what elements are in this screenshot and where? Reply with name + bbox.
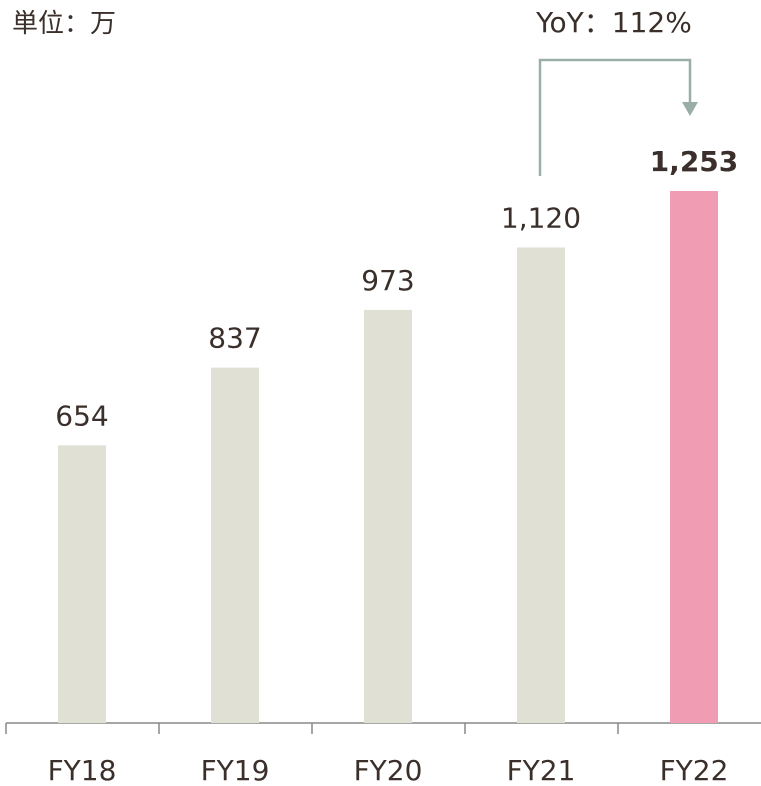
x-tick-label: FY18 xyxy=(48,754,117,786)
x-tick-label: FY21 xyxy=(507,754,576,786)
x-tick-label: FY20 xyxy=(354,754,423,786)
value-label: 837 xyxy=(208,322,261,355)
value-label: 1,120 xyxy=(501,201,581,234)
bar xyxy=(58,445,106,723)
value-label: 654 xyxy=(55,399,108,432)
yoy-arrowhead xyxy=(682,102,698,116)
value-label: 973 xyxy=(361,264,414,297)
annotation: YoY：112% xyxy=(535,6,692,39)
bar xyxy=(211,367,259,723)
unit-label: 単位：万 xyxy=(12,9,116,39)
x-tick-label: FY22 xyxy=(660,754,729,786)
value-label: 1,253 xyxy=(650,145,739,178)
yoy-bracket xyxy=(538,58,692,176)
x-tick-label: FY19 xyxy=(201,754,270,786)
bar xyxy=(670,191,718,723)
bar xyxy=(364,309,412,723)
bar xyxy=(517,247,565,723)
